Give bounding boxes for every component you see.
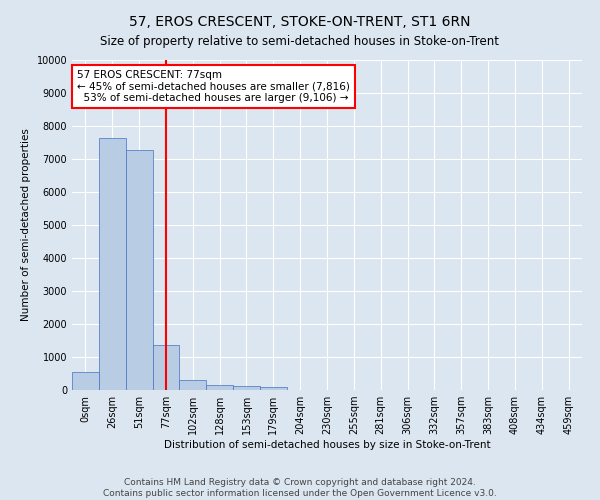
- Bar: [99, 138, 125, 390]
- Bar: [206, 385, 233, 390]
- Text: Size of property relative to semi-detached houses in Stoke-on-Trent: Size of property relative to semi-detach…: [101, 35, 499, 48]
- Text: 57 EROS CRESCENT: 77sqm
← 45% of semi-detached houses are smaller (7,816)
  53% : 57 EROS CRESCENT: 77sqm ← 45% of semi-de…: [77, 70, 350, 103]
- Bar: [72, 372, 99, 390]
- Bar: [233, 386, 260, 390]
- Bar: [260, 387, 287, 390]
- Bar: [125, 150, 152, 390]
- Bar: [179, 380, 206, 390]
- Bar: [152, 345, 179, 390]
- Text: Contains HM Land Registry data © Crown copyright and database right 2024.
Contai: Contains HM Land Registry data © Crown c…: [103, 478, 497, 498]
- X-axis label: Distribution of semi-detached houses by size in Stoke-on-Trent: Distribution of semi-detached houses by …: [164, 440, 490, 450]
- Text: 57, EROS CRESCENT, STOKE-ON-TRENT, ST1 6RN: 57, EROS CRESCENT, STOKE-ON-TRENT, ST1 6…: [129, 15, 471, 29]
- Y-axis label: Number of semi-detached properties: Number of semi-detached properties: [21, 128, 31, 322]
